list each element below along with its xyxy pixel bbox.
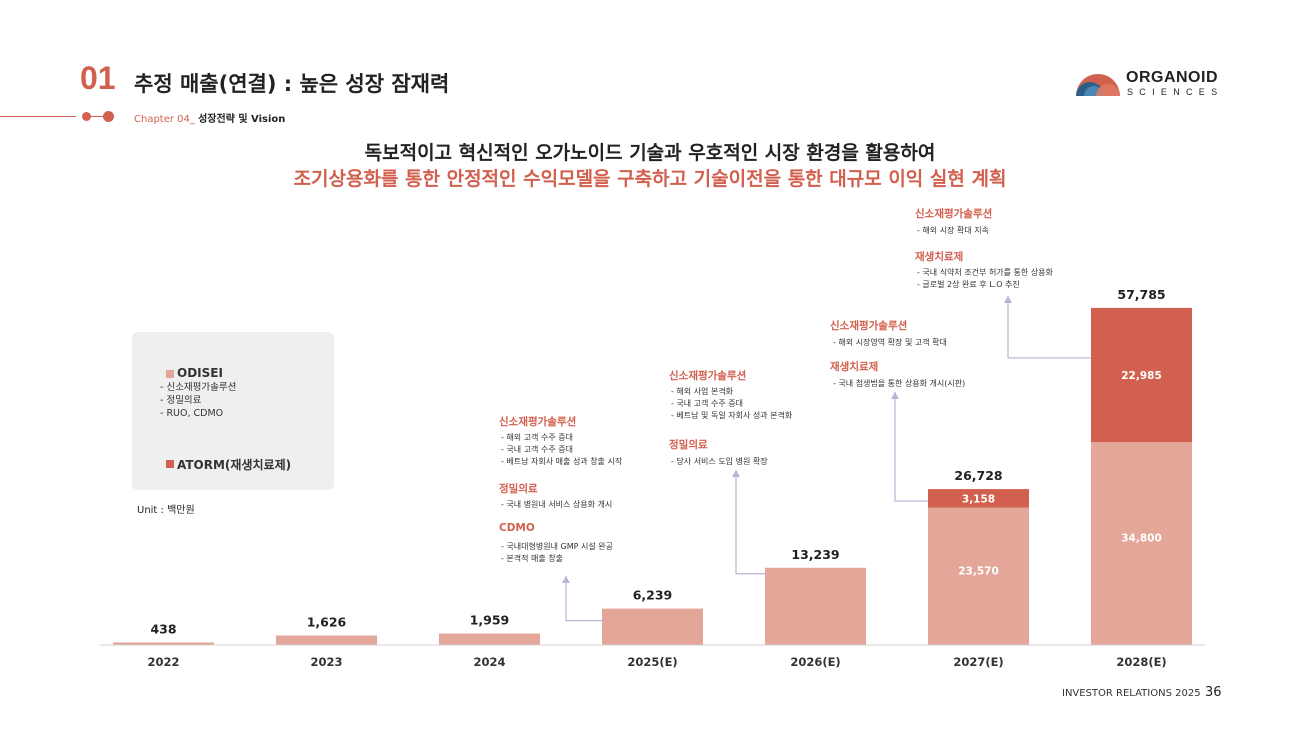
x-tick-label: 2022 <box>147 655 179 669</box>
annotation-2026-line: - 베트남 및 독일 자회사 성과 본격화 <box>671 411 793 420</box>
bar-odisei-2024 <box>439 633 540 645</box>
organoid-logo-icon <box>1076 74 1120 96</box>
x-tick-label: 2023 <box>310 655 342 669</box>
annotation-2026-line: - 해외 사업 본격화 <box>671 387 734 396</box>
bar-total-label: 438 <box>150 621 176 636</box>
arrow-2025 <box>565 576 604 622</box>
annotation-2026-line: - 당사 서비스 도입 병원 확장 <box>671 457 768 466</box>
segment-label-atorm: 3,158 <box>962 493 995 505</box>
section-number: 01 <box>80 60 116 96</box>
arrow-2026 <box>735 470 767 575</box>
unit-label: Unit : 백만원 <box>137 505 195 516</box>
bar-total-label: 6,239 <box>633 588 673 603</box>
legend-label-odisei: ODISEI <box>177 366 223 380</box>
bar-atorm-2027(E) <box>928 489 1029 508</box>
bar-odisei-2026(E) <box>765 567 866 645</box>
annotation-2028-title: 신소재평가솔루션 <box>915 208 993 220</box>
x-tick-label: 2025(E) <box>627 655 677 669</box>
arrow-2028 <box>1007 296 1101 359</box>
arrow-2025-head <box>562 576 570 583</box>
footer-label: INVESTOR RELATIONS 2025 <box>1062 688 1201 699</box>
annotation-2028-line: - 국내 식약처 조건부 허가를 통한 상용화 <box>917 268 1053 277</box>
annotation-2027-title: 재생치료제 <box>830 361 879 373</box>
bar-total-label: 13,239 <box>791 547 839 562</box>
arrow-2028-head <box>1004 296 1012 303</box>
annotation-2025-title: 정밀의료 <box>499 483 538 495</box>
arrow-2027-head <box>891 392 899 399</box>
segment-label-odisei: 34,800 <box>1121 533 1162 545</box>
bar-total-label: 1,959 <box>470 613 510 628</box>
annotation-2028-line: - 글로벌 2상 완료 후 L.O 추진 <box>917 280 1020 289</box>
annotation-2028-line: - 해외 시장 확대 지속 <box>917 226 989 235</box>
bar-total-label: 57,785 <box>1117 287 1165 302</box>
bar-odisei-2028(E) <box>1091 442 1192 645</box>
annotation-arrows <box>562 296 1101 622</box>
x-tick-label: 2028(E) <box>1116 655 1166 669</box>
x-tick-label: 2024 <box>473 655 505 669</box>
legend-swatch-atorm <box>166 460 174 468</box>
bar-odisei-2027(E) <box>928 507 1029 645</box>
annotation-2028-title: 재생치료제 <box>915 251 964 263</box>
logo-wordmark: ORGANOID <box>1126 69 1218 86</box>
legend-odisei-item: - 정밀의료 <box>160 395 202 406</box>
decorative-line <box>0 116 76 117</box>
legend-swatch-odisei <box>166 370 174 378</box>
bar-total-label: 1,626 <box>307 615 347 630</box>
legend-odisei-item: - 신소재평가솔루션 <box>160 382 237 393</box>
annotation-2025-line: - 국내대형병원내 GMP 시설 완공 <box>501 542 613 551</box>
annotation-2026-title: 정밀의료 <box>669 439 708 451</box>
annotation-2027-line: - 국내 첨생법을 통한 상용화 개시(시판) <box>833 379 966 388</box>
annotation-2025-title: 신소재평가솔루션 <box>499 416 577 428</box>
arrow-2027 <box>894 392 930 502</box>
legend-label-atorm: ATORM(재생치료제) <box>177 458 292 472</box>
page-title: 추정 매출(연결) : 높은 성장 잠재력 <box>134 72 450 96</box>
chapter-name: 성장전략 및 Vision <box>198 114 286 125</box>
annotation-2027-title: 신소재평가솔루션 <box>830 320 908 332</box>
annotation-2026-line: - 국내 고객 수주 증대 <box>671 399 743 408</box>
headline-line-2: 조기상용화를 통한 안정적인 수익모델을 구축하고 기술이전을 통한 대규모 이… <box>293 168 1007 190</box>
bar-odisei-2023 <box>276 635 377 645</box>
x-tick-label: 2027(E) <box>953 655 1003 669</box>
annotation-2025-title: CDMO <box>499 522 535 534</box>
decorative-dot <box>82 112 91 121</box>
bar-odisei-2025(E) <box>602 608 703 645</box>
annotation-2025-line: - 본격적 매출 창출 <box>501 554 564 563</box>
legend-box <box>132 332 334 490</box>
annotation-2025-line: - 베트남 자회사 매출 성과 창출 시작 <box>501 457 623 466</box>
bar-total-label: 26,728 <box>954 468 1002 483</box>
annotation-2025-line: - 국내 고객 수주 증대 <box>501 445 573 454</box>
x-tick-label: 2026(E) <box>790 655 840 669</box>
decorative-dot <box>103 111 114 122</box>
legend-odisei-item: - RUO, CDMO <box>160 408 224 419</box>
chapter-prefix: Chapter 04_ <box>134 114 195 125</box>
annotation-2027-line: - 해외 시장영역 확장 및 고객 확대 <box>833 338 947 347</box>
decorative-dash <box>91 116 103 117</box>
annotation-2025-line: - 해외 고객 수주 증대 <box>501 433 573 442</box>
segment-label-atorm: 22,985 <box>1121 370 1162 382</box>
logo-subtitle: SCIENCES <box>1127 87 1224 97</box>
segment-label-odisei: 23,570 <box>958 565 999 577</box>
page-number: 36 <box>1205 685 1222 700</box>
annotation-2025-line: - 국내 병원내 서비스 상용화 개시 <box>501 500 613 509</box>
bar-atorm-2028(E) <box>1091 307 1192 442</box>
headline-line-1: 독보적이고 혁신적인 오가노이드 기술과 우호적인 시장 환경을 활용하여 <box>364 142 936 164</box>
arrow-2026-head <box>732 470 740 477</box>
chapter-label: Chapter 04_ 성장전략 및 Vision <box>134 110 285 125</box>
annotation-2026-title: 신소재평가솔루션 <box>669 370 747 382</box>
bar-odisei-2022 <box>113 642 214 645</box>
